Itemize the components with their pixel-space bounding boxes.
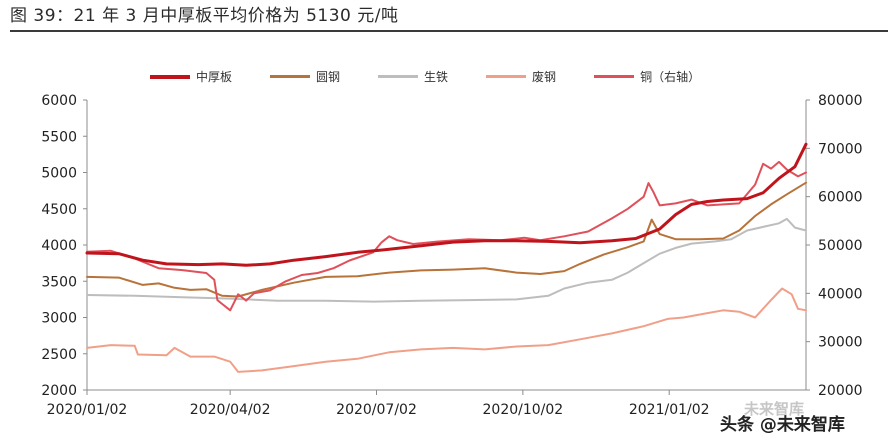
y-left-tick-label: 5500: [41, 129, 77, 145]
legend-swatch-pig-iron: [378, 75, 419, 78]
legend-item-copper: 铜（右轴）: [594, 68, 700, 85]
y-right-tick-label: 30000: [818, 335, 863, 351]
watermark: 头条 @未来智库: [720, 415, 845, 435]
series-line: [86, 287, 807, 373]
x-tick-label: 2020/01/02: [47, 402, 128, 418]
chart-series: [85, 142, 808, 373]
y-left-tick-label: 3500: [41, 274, 77, 290]
y-left-tick-label: 4000: [41, 238, 77, 254]
y-left-tick-label: 2000: [41, 383, 77, 399]
legend-swatch-copper: [594, 75, 635, 78]
y-right-tick-label: 40000: [818, 286, 863, 302]
x-tick-label: 2020/04/02: [190, 402, 271, 418]
legend-label-round-steel: 圆钢: [316, 70, 341, 84]
x-tick-label: 2020/07/02: [336, 402, 417, 418]
y-right-tick-label: 20000: [818, 383, 863, 399]
x-tick-label: 2020/10/02: [483, 402, 564, 418]
legend-swatch-plate: [150, 74, 190, 79]
series-line: [85, 142, 808, 267]
y-left-tick-label: 5000: [41, 166, 77, 182]
chart-legend: 中厚板 圆钢 生铁 废钢 铜（右轴）: [150, 68, 738, 85]
chart-axes: 2000 2500 3000 3500 4000 4500 5000 5500 6000 2000…: [41, 93, 862, 418]
y-right-tick-label: 80000: [818, 93, 863, 109]
series-line: [86, 217, 807, 303]
legend-swatch-round-steel: [270, 75, 311, 78]
legend-label-plate: 中厚板: [196, 70, 233, 84]
y-right-tick-label: 60000: [818, 190, 863, 206]
title-rule: [10, 30, 888, 32]
legend-swatch-scrap-steel: [486, 75, 527, 78]
figure-title: 图 39：21 年 3 月中厚板平均价格为 5130 元/吨: [10, 6, 399, 26]
legend-label-scrap-steel: 废钢: [532, 70, 557, 84]
series-line: [86, 160, 807, 312]
legend-item-scrap-steel: 废钢: [486, 68, 556, 85]
x-tick-label: 2021/01/02: [629, 402, 710, 418]
y-left-tick-label: 6000: [41, 93, 77, 109]
legend-item-plate: 中厚板: [150, 68, 232, 85]
legend-label-copper: 铜（右轴）: [640, 70, 701, 84]
y-right-tick-label: 70000: [818, 141, 863, 157]
legend-item-pig-iron: 生铁: [378, 68, 448, 85]
series-line: [86, 181, 807, 298]
watermark-faint: 未来智库: [744, 400, 805, 418]
y-right-tick-label: 50000: [818, 238, 863, 254]
legend-item-round-steel: 圆钢: [270, 68, 340, 85]
y-left-tick-label: 3000: [41, 311, 77, 327]
y-left-tick-label: 4500: [41, 202, 77, 218]
legend-label-pig-iron: 生铁: [424, 70, 449, 84]
y-left-tick-label: 2500: [41, 347, 77, 363]
